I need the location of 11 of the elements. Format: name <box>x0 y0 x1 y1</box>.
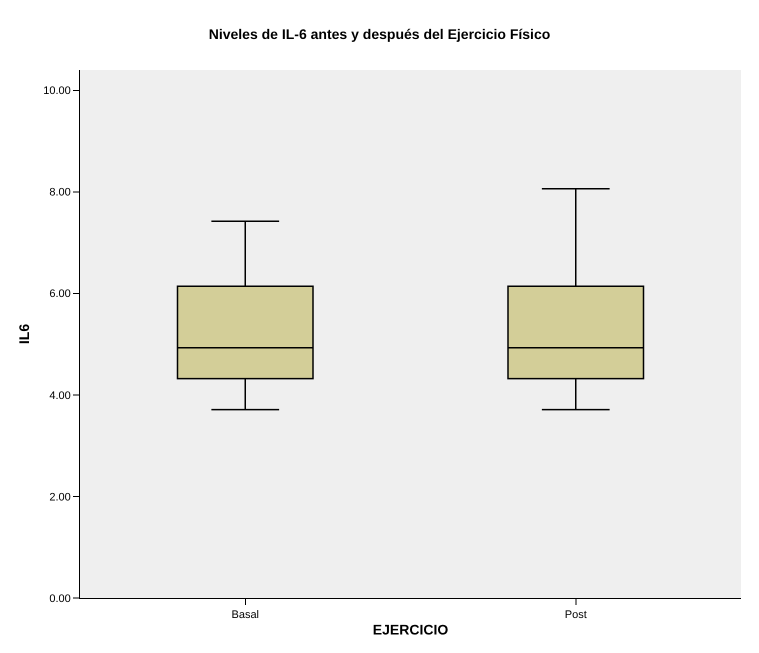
y-tick-label: 2.00 <box>49 491 71 504</box>
y-tick-label: 8.00 <box>49 186 71 199</box>
x-axis-title: EJERCICIO <box>372 622 448 638</box>
x-tick-label: Post <box>564 609 587 622</box>
x-tick-label: Basal <box>231 609 260 622</box>
y-tick-label: 10.00 <box>43 85 71 98</box>
y-tick-label: 0.00 <box>49 592 71 605</box>
y-axis-title: IL6 <box>16 324 32 344</box>
y-tick-label: 4.00 <box>49 390 71 402</box>
y-tick-label: 6.00 <box>49 288 71 300</box>
chart-title: Niveles de IL-6 antes y después del Ejercicio Físico <box>208 26 550 42</box>
